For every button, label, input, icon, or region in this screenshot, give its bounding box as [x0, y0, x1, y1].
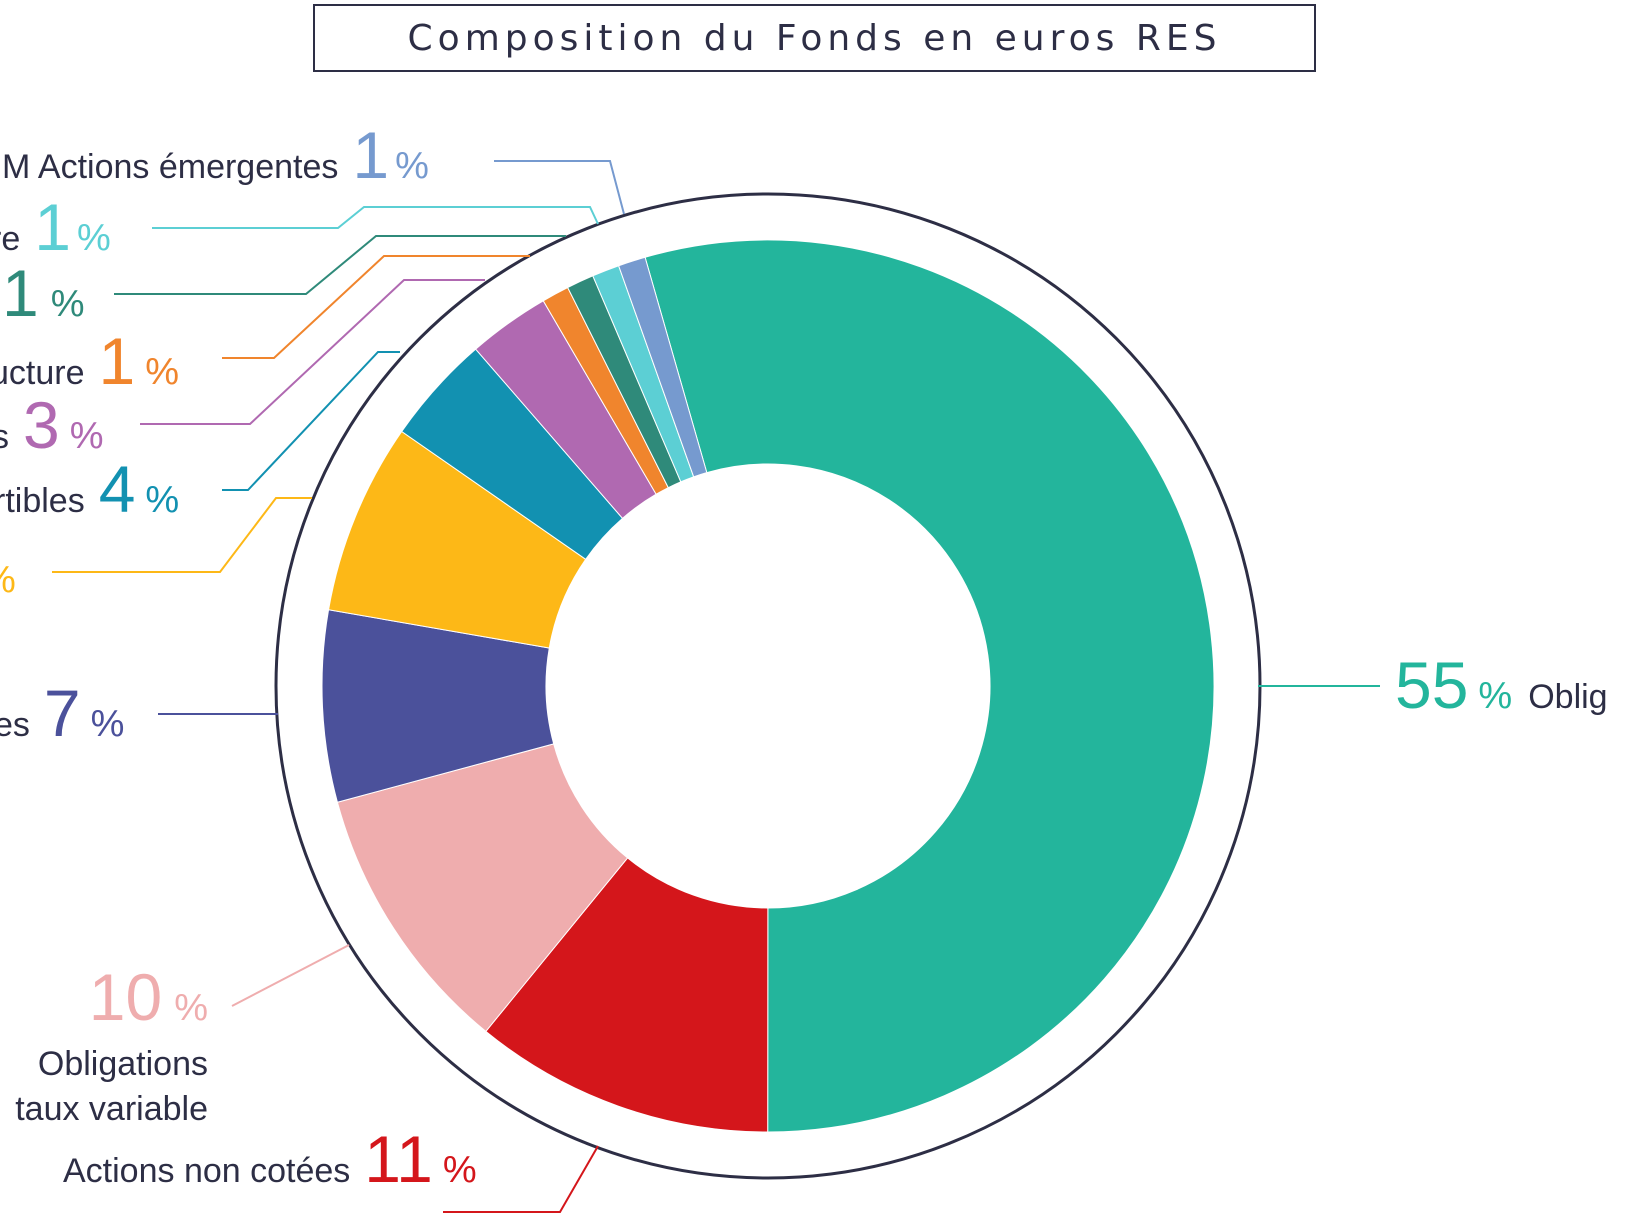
value-actions_non_cotees: 11	[364, 1122, 433, 1196]
leader-line-slice_em_actions	[494, 160, 625, 215]
label-slice_3: s	[0, 418, 9, 456]
label-slice_em_actions: M Actions émergentes	[2, 148, 338, 186]
unit-slice_infra: %	[145, 351, 179, 393]
value-slice_infra: 1	[99, 324, 136, 398]
unit-slice_3: %	[70, 415, 104, 457]
unit-slice_convertibles: %	[145, 479, 179, 521]
leader-line-slice_infra	[222, 255, 530, 359]
slice-obligations	[644, 239, 1215, 1133]
label-obligations_taux_variable-line2: taux variable	[15, 1090, 208, 1128]
label-slice_infra: ucture	[0, 354, 85, 392]
unit-obligations_taux_variable: %	[174, 987, 208, 1029]
slice-slice_em_actions	[618, 256, 708, 478]
value-slice_em_actions: 1	[352, 118, 389, 192]
unit-slice_dark_green: %	[51, 283, 85, 325]
slice-actions_non_cotees	[485, 857, 769, 1133]
value-slice_3: 3	[23, 388, 60, 462]
unit-slice_cyan: %	[77, 217, 111, 259]
leader-line-actions_non_cotees	[443, 1145, 599, 1213]
unit-slice_yellow: %	[0, 559, 16, 601]
value-slice_convertibles: 4	[99, 452, 136, 526]
chart-title: Composition du Fonds en euros RES	[407, 17, 1222, 59]
value-obligations: 55	[1395, 648, 1468, 722]
unit-actions_non_cotees: %	[443, 1149, 477, 1191]
value-obligations_taux_variable: 10	[89, 960, 162, 1034]
leader-line-obligations_taux_variable	[231, 944, 350, 1007]
label-slice_7: es	[0, 706, 30, 744]
leader-line-slice_convertibles	[222, 351, 400, 491]
value-slice_cyan: 1	[34, 190, 71, 264]
label-obligations_taux_variable-line1: Obligations	[38, 1045, 208, 1083]
label-slice_convertibles: rtibles	[0, 482, 85, 520]
label-slice_cyan: re	[0, 220, 20, 258]
label-actions_non_cotees: Actions non cotées	[63, 1152, 350, 1190]
leader-line-slice_dark_green	[114, 235, 566, 295]
chart-title-box: Composition du Fonds en euros RES	[313, 4, 1316, 72]
value-slice_dark_green: 1	[2, 256, 39, 330]
label-obligations: Oblig	[1528, 678, 1607, 716]
unit-slice_7: %	[91, 703, 125, 745]
unit-obligations: %	[1478, 675, 1512, 717]
leader-line-slice_cyan	[152, 206, 599, 229]
leader-line-slice_3	[140, 279, 485, 425]
unit-slice_em_actions: %	[395, 145, 429, 187]
leader-line-slice_yellow	[52, 497, 312, 573]
value-slice_7: 7	[44, 676, 81, 750]
